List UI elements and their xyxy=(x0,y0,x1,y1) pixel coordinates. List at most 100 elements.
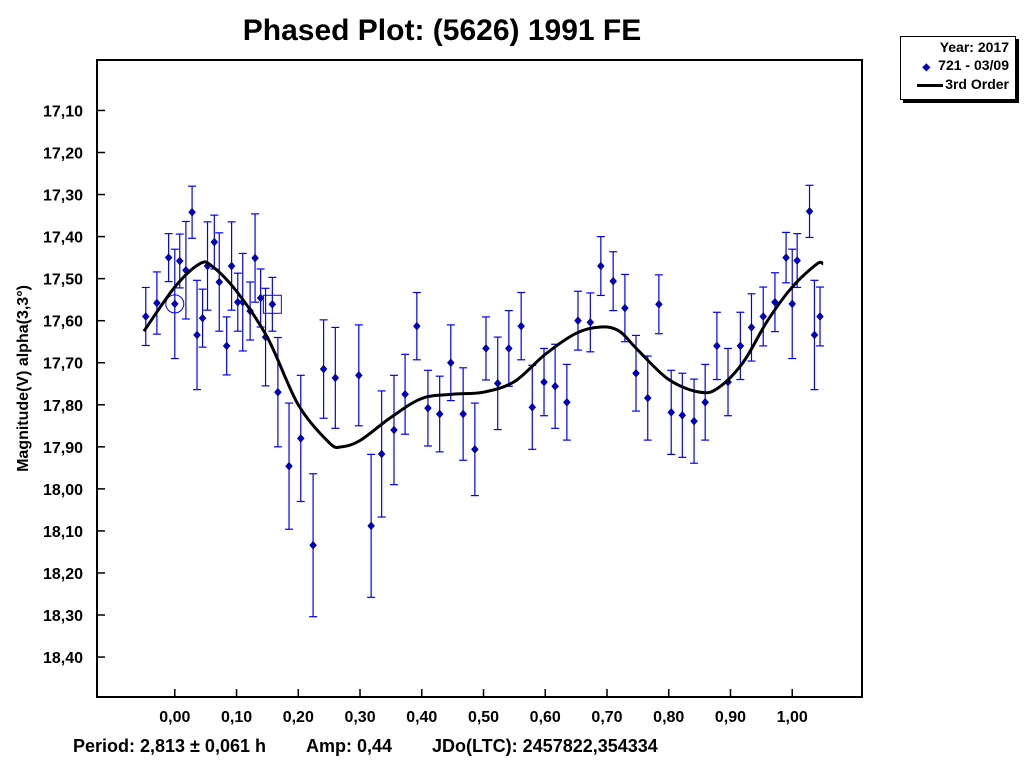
data-point xyxy=(256,268,265,328)
point-marker xyxy=(504,344,513,353)
point-marker xyxy=(528,402,537,412)
data-point xyxy=(233,272,242,332)
y-tick-label: 18,20 xyxy=(43,566,83,583)
x-tick-label: 0,80 xyxy=(653,709,684,726)
jdo-text: JDo(LTC): 2457822,354334 xyxy=(432,736,658,756)
data-point xyxy=(770,272,779,333)
point-marker xyxy=(621,303,629,313)
point-marker xyxy=(563,397,571,407)
x-tick-label: 0,60 xyxy=(530,709,561,726)
data-point xyxy=(262,276,282,332)
data-point xyxy=(210,214,219,270)
x-tick-label: 0,70 xyxy=(591,709,622,726)
data-point xyxy=(367,453,376,598)
point-marker xyxy=(141,312,150,321)
data-point xyxy=(188,185,197,239)
footer: Period: 2,813 ± 0,061 h Amp: 0,44 JDo(LTC)… xyxy=(73,736,698,757)
y-tick-label: 17,80 xyxy=(43,398,83,415)
data-point xyxy=(309,473,318,618)
point-marker xyxy=(193,330,201,340)
data-point xyxy=(152,271,161,335)
data-point xyxy=(667,369,676,455)
data-point xyxy=(573,290,582,351)
point-marker xyxy=(782,253,790,262)
point-marker xyxy=(251,253,259,263)
data-point xyxy=(528,364,537,450)
point-marker xyxy=(713,341,721,351)
data-point xyxy=(793,233,802,289)
data-point xyxy=(643,355,652,441)
data-point xyxy=(164,233,173,283)
data-point xyxy=(540,347,549,417)
chart-title: Phased Plot: (5626) 1991 FE xyxy=(242,14,642,47)
data-point xyxy=(701,363,710,441)
data-point xyxy=(620,273,629,343)
point-marker xyxy=(517,321,526,331)
y-tick-label: 17,30 xyxy=(43,188,83,205)
y-tick-label: 17,70 xyxy=(43,356,83,373)
point-marker xyxy=(268,299,277,309)
point-marker xyxy=(788,299,797,309)
point-marker xyxy=(493,378,502,388)
data-point xyxy=(551,343,560,429)
data-point xyxy=(251,213,260,303)
data-point xyxy=(401,353,410,435)
data-point xyxy=(470,402,479,497)
data-point xyxy=(810,279,819,391)
point-marker xyxy=(164,253,173,262)
plot-frame xyxy=(96,59,863,698)
data-point xyxy=(215,232,224,332)
y-axis-label: Magnitude(V) alpha(3,3°) xyxy=(15,285,32,472)
point-marker xyxy=(401,389,409,399)
point-marker xyxy=(354,370,363,380)
data-point xyxy=(481,316,490,381)
legend-point-marker: ◆ xyxy=(922,62,931,73)
point-marker xyxy=(377,449,386,459)
data-point xyxy=(222,316,231,376)
legend: Year: 2017 ◆ 721 - 03/09 3rd Order xyxy=(900,36,1016,100)
data-point xyxy=(285,402,294,530)
data-point xyxy=(805,184,814,239)
point-marker xyxy=(655,299,663,309)
x-tick-label: 0,30 xyxy=(344,709,375,726)
data-point xyxy=(227,221,236,311)
data-point xyxy=(273,336,282,448)
x-tick-label: 0,20 xyxy=(283,709,314,726)
y-tick-label: 18,30 xyxy=(43,608,83,625)
point-marker xyxy=(424,403,432,413)
data-point xyxy=(493,336,502,431)
data-point xyxy=(389,374,398,486)
point-marker xyxy=(609,276,618,286)
data-point xyxy=(423,369,432,447)
point-marker xyxy=(540,377,548,387)
point-marker xyxy=(678,410,687,420)
data-point xyxy=(446,324,455,402)
data-point xyxy=(459,367,468,461)
data-point xyxy=(690,378,699,464)
legend-label: 721 - 03/09 xyxy=(938,57,1009,73)
point-marker xyxy=(390,425,398,435)
data-point xyxy=(712,311,721,381)
point-marker xyxy=(736,341,745,351)
point-marker xyxy=(175,256,184,266)
point-marker xyxy=(667,407,676,417)
point-marker xyxy=(331,373,340,383)
y-tick-label: 17,20 xyxy=(43,146,83,163)
point-marker xyxy=(586,317,595,327)
highlight-circle xyxy=(165,294,185,314)
point-marker xyxy=(771,297,779,307)
y-tick-label: 18,00 xyxy=(43,482,83,499)
data-point xyxy=(654,274,663,335)
y-tick-label: 17,90 xyxy=(43,440,83,457)
point-marker xyxy=(810,330,819,340)
point-marker xyxy=(285,461,293,471)
point-marker xyxy=(446,358,455,368)
point-marker xyxy=(435,409,444,419)
y-tick-label: 17,40 xyxy=(43,230,83,247)
data-point xyxy=(319,319,328,419)
data-point xyxy=(609,251,618,312)
data-point xyxy=(517,291,526,361)
data-point xyxy=(165,248,185,360)
